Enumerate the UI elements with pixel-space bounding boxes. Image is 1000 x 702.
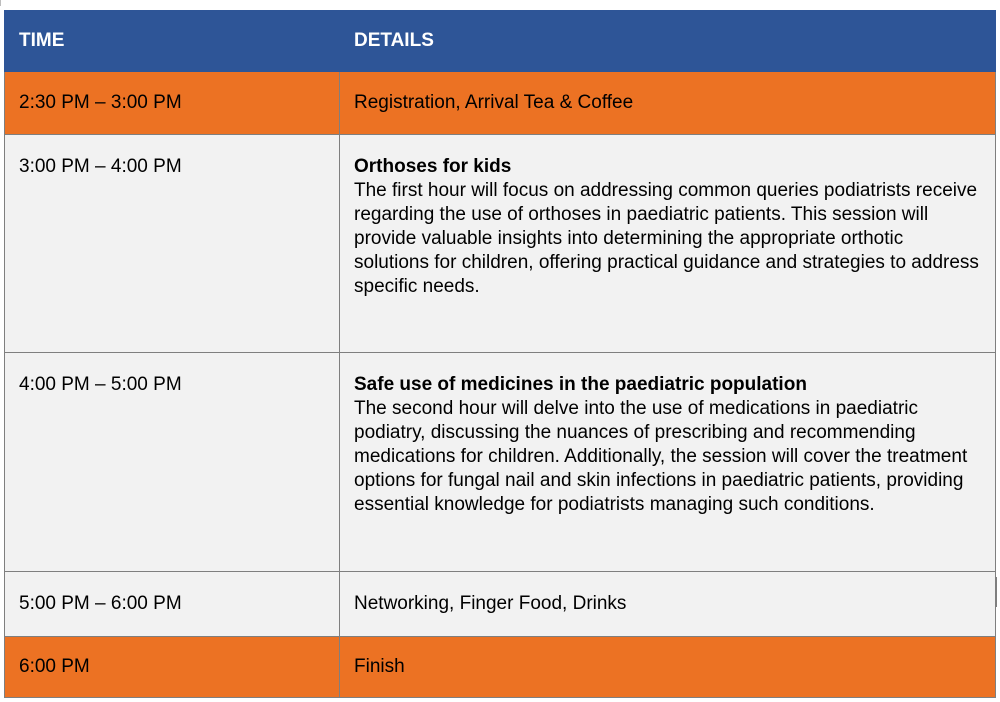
- time-cell: 4:00 PM – 5:00 PM: [4, 352, 340, 572]
- table-row-networking: 5:00 PM – 6:00 PM Networking, Finger Foo…: [4, 571, 996, 637]
- page-edge-mark: [0, 0, 1, 6]
- header-time: TIME: [4, 10, 340, 72]
- time-value: 3:00 PM – 4:00 PM: [19, 156, 182, 177]
- session-description: The second hour will delve into the use …: [354, 398, 968, 515]
- table-row-registration: 2:30 PM – 3:00 PM Registration, Arrival …: [4, 71, 996, 135]
- time-value: 4:00 PM – 5:00 PM: [19, 374, 182, 395]
- details-cell: Safe use of medicines in the paediatric …: [339, 352, 996, 572]
- details-text: Networking, Finger Food, Drinks: [354, 593, 627, 614]
- header-details-label: DETAILS: [354, 30, 434, 51]
- table-row-orthoses: 3:00 PM – 4:00 PM Orthoses for kids The …: [4, 134, 996, 353]
- time-cell: 3:00 PM – 4:00 PM: [4, 134, 340, 353]
- session-details: Orthoses for kids The first hour will fo…: [340, 135, 995, 299]
- header-time-label: TIME: [19, 30, 65, 51]
- details-cell: Registration, Arrival Tea & Coffee: [339, 71, 996, 135]
- time-value: 6:00 PM: [19, 656, 90, 677]
- details-cell: Networking, Finger Food, Drinks: [339, 571, 996, 637]
- session-title: Orthoses for kids: [354, 156, 512, 177]
- session-title: Safe use of medicines in the paediatric …: [354, 374, 807, 395]
- session-details: Safe use of medicines in the paediatric …: [340, 353, 995, 517]
- time-value: 2:30 PM – 3:00 PM: [19, 92, 182, 113]
- details-text: Finish: [354, 656, 405, 677]
- time-cell: 2:30 PM – 3:00 PM: [4, 71, 340, 135]
- time-cell: 5:00 PM – 6:00 PM: [4, 571, 340, 637]
- details-text: Registration, Arrival Tea & Coffee: [354, 92, 634, 113]
- page-edge-mark: [996, 577, 997, 607]
- details-cell: Orthoses for kids The first hour will fo…: [339, 134, 996, 353]
- table-header-row: TIME DETAILS: [4, 10, 996, 72]
- time-value: 5:00 PM – 6:00 PM: [19, 593, 182, 614]
- time-cell: 6:00 PM: [4, 636, 340, 698]
- agenda-table: TIME DETAILS 2:30 PM – 3:00 PM Registrat…: [4, 10, 996, 698]
- session-description: The first hour will focus on addressing …: [354, 180, 979, 297]
- details-cell: Finish: [339, 636, 996, 698]
- header-details: DETAILS: [339, 10, 996, 72]
- table-row-finish: 6:00 PM Finish: [4, 636, 996, 698]
- table-row-medicines: 4:00 PM – 5:00 PM Safe use of medicines …: [4, 352, 996, 572]
